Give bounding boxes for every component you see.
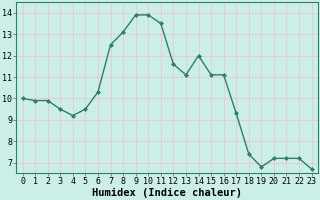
X-axis label: Humidex (Indice chaleur): Humidex (Indice chaleur)	[92, 188, 242, 198]
